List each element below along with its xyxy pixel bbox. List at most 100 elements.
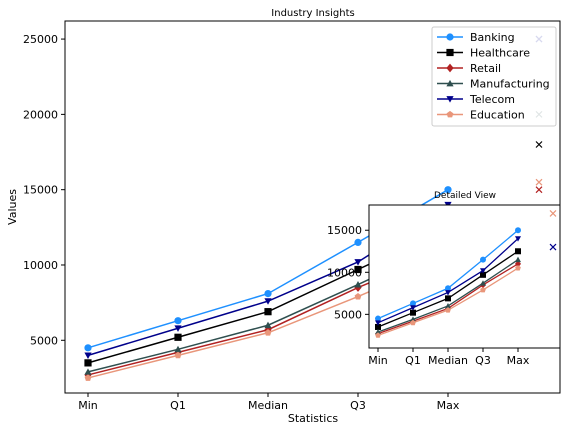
inset-data-point (445, 290, 451, 296)
inset-y-tick-label: 15000 (327, 224, 362, 237)
data-point (264, 289, 272, 298)
data-point (264, 308, 272, 316)
legend-label: Education (470, 109, 525, 122)
chart-title: Industry Insights (271, 8, 354, 19)
legend-entry: Manufacturing (437, 78, 550, 91)
inset-data-point (480, 280, 486, 286)
inset-data-point (410, 316, 416, 322)
legend-entry: Telecom (437, 93, 515, 106)
inset-data-point (445, 307, 451, 313)
data-point (84, 368, 92, 375)
inset-x-tick-label: Median (428, 354, 468, 367)
inset-series-banking (375, 227, 521, 322)
data-point (354, 265, 362, 274)
inset-data-point (445, 302, 451, 309)
data-point (174, 317, 182, 325)
y-axis-label: Values (6, 189, 19, 225)
inset-series-manufacturing (375, 256, 521, 335)
inset-data-point (375, 320, 381, 326)
data-point (264, 298, 272, 305)
legend: Banking Healthcare Retail Manufacturing Tele… (431, 26, 557, 127)
x-axis-label: Statistics (288, 412, 339, 425)
inset-data-point (515, 227, 521, 234)
outlier-point (535, 178, 543, 186)
data-point (354, 238, 362, 246)
y-tick-label: 25000 (23, 33, 58, 46)
inset-data-point (515, 236, 521, 242)
inset-data-point (445, 285, 451, 292)
inset-data-point (375, 323, 381, 330)
inset-data-point (445, 295, 451, 302)
data-point (444, 186, 452, 194)
data-point (84, 359, 92, 367)
data-point (84, 352, 92, 359)
inset-data-point (375, 329, 381, 335)
legend-entry: Retail (437, 62, 501, 75)
inset-series-telecom (375, 236, 521, 326)
data-point (264, 321, 272, 329)
outlier-point (535, 186, 543, 194)
data-point (354, 293, 362, 300)
data-point (84, 344, 92, 352)
inset-x-tick-label: Q1 (405, 354, 421, 367)
data-point (174, 351, 182, 359)
inset-data-point (410, 300, 416, 307)
inset-data-point (480, 286, 486, 293)
inset-data-point (480, 271, 486, 278)
inset-data-point (480, 256, 486, 263)
inset-outlier-point (549, 243, 557, 251)
legend-label: Telecom (469, 93, 515, 106)
data-point (174, 345, 182, 353)
x-tick-label: Median (248, 399, 288, 412)
legend-label: Healthcare (470, 47, 530, 60)
x-tick-label: Q3 (350, 399, 366, 412)
legend-marker (446, 63, 454, 73)
legend-marker (446, 48, 454, 57)
inset-chart: Detailed View 5000 10000 15000 Min Q1 Median Q3… (327, 191, 561, 367)
legend-marker (446, 96, 454, 103)
x-tick-label: Min (78, 399, 98, 412)
y-tick-label: 10000 (23, 259, 58, 272)
inset-data-point (515, 256, 521, 263)
inset-x-tick-label: Max (507, 354, 530, 367)
y-tick-label: 20000 (23, 108, 58, 121)
legend-marker (446, 79, 454, 87)
inset-data-point (515, 248, 521, 255)
inset-data-point (410, 305, 416, 311)
inset-outlier-point (549, 209, 557, 217)
inset-x-tick-label: Q3 (475, 354, 491, 367)
inset-data-point (515, 265, 521, 271)
data-point (84, 374, 92, 381)
data-point (264, 329, 272, 336)
legend-marker (446, 33, 454, 41)
inset-data-point (515, 260, 521, 268)
inset-y-tick-label: 5000 (334, 308, 362, 321)
inset-x-tick-label: Min (368, 354, 388, 367)
data-point (174, 333, 182, 341)
outlier-point (535, 141, 543, 148)
x-tick-label: Max (437, 399, 460, 412)
inset-data-point (375, 332, 381, 338)
data-point (354, 280, 362, 288)
legend-entry: Banking (437, 31, 515, 44)
legend-label: Manufacturing (470, 78, 550, 91)
legend-entry: Education (437, 109, 525, 122)
inset-y-tick-label: 10000 (327, 266, 362, 279)
legend-label: Retail (470, 62, 501, 75)
inset-title: Detailed View (434, 191, 496, 201)
data-point (174, 325, 182, 332)
inset-data-point (410, 319, 416, 326)
x-tick-label: Q1 (170, 399, 186, 412)
data-point (354, 259, 362, 266)
inset-data-point (410, 309, 416, 316)
inset-data-point (480, 268, 486, 274)
legend-marker (446, 110, 454, 118)
y-tick-label: 5000 (30, 334, 58, 347)
legend-entry: Healthcare (437, 47, 530, 60)
inset-series-healthcare (375, 248, 521, 330)
y-tick-label: 15000 (23, 184, 58, 197)
inset-data-point (375, 315, 381, 322)
inset-series-education (375, 265, 521, 338)
main-axes-ticks: 5000 10000 15000 20000 25000 Min Q1 Median Q3 Max (23, 33, 460, 412)
